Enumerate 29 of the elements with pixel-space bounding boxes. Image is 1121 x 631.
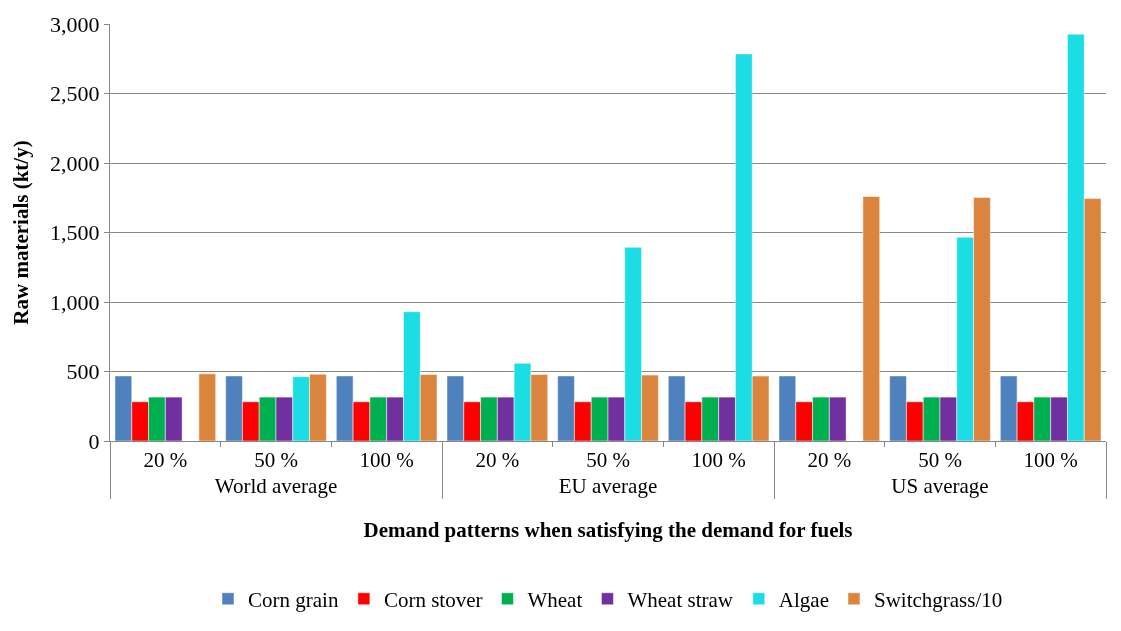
y-axis-title: Raw materials (kt/y) (9, 140, 34, 325)
y-tick-label: 1,000 (50, 289, 100, 315)
legend-label: Corn grain (248, 587, 339, 612)
x-tick-label: 20 % (143, 448, 188, 473)
y-tick-label: 2,000 (50, 150, 100, 176)
y-tick-label: 0 (88, 428, 100, 454)
x-axis-title: Demand patterns when satisfying the demand for fuels (363, 518, 853, 543)
text: EU average (558, 474, 658, 499)
y-tick-label: 1,500 (50, 220, 100, 246)
bar (862, 196, 880, 441)
y-tick-label: 500 (66, 359, 100, 385)
x-tick-label: 20 % (475, 448, 520, 473)
legend-label: Corn stover (383, 587, 483, 612)
x-tick-label: 100 % (691, 448, 746, 473)
x-tick-label: 20 % (807, 448, 852, 473)
legend-label: Wheat straw (627, 587, 734, 612)
bar (198, 373, 216, 441)
x-tick-label: 100 % (359, 448, 414, 473)
legend-label: Algae (778, 587, 829, 612)
x-tick-label: 50 % (918, 448, 962, 473)
x-tick-label: 100 % (1023, 448, 1078, 473)
y-tick-label: 3,000 (50, 11, 100, 37)
text: US average (891, 474, 989, 499)
text: World average (214, 474, 338, 499)
y-tick-label: 2,500 (50, 81, 100, 107)
legend-label: Wheat (527, 587, 583, 612)
x-tick-label: 50 % (586, 448, 630, 473)
legend-label: Switchgrass/10 (873, 587, 1003, 612)
x-tick-label: 50 % (254, 448, 298, 473)
